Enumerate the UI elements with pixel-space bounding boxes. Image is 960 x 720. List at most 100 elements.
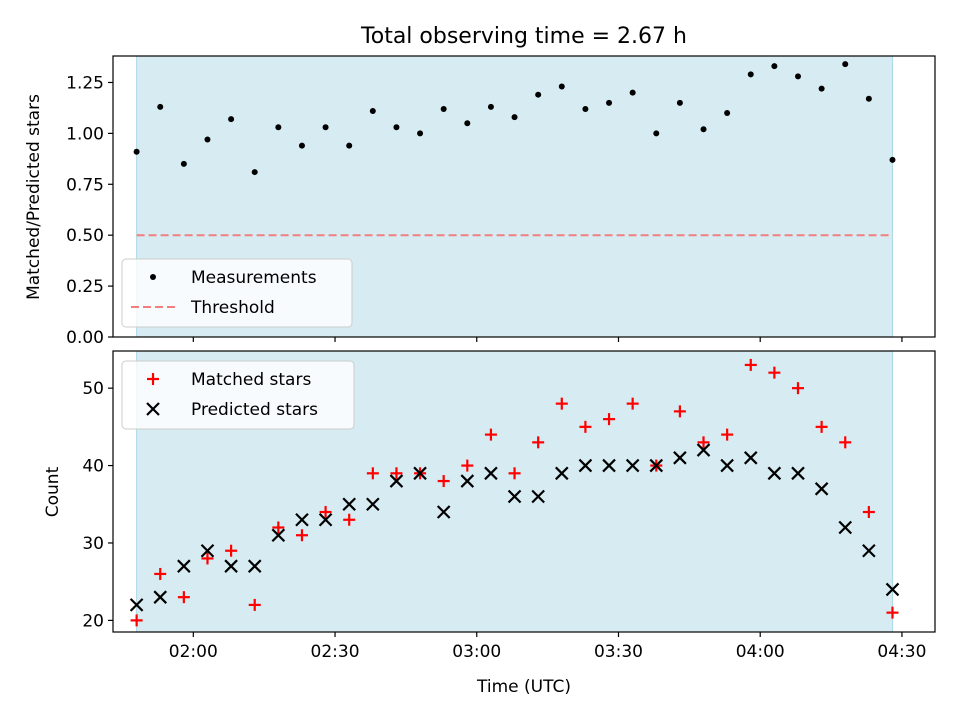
measurement-point — [275, 124, 282, 131]
predicted-star-point — [389, 474, 404, 488]
predicted-star-point — [578, 458, 593, 473]
predicted-star-point — [814, 482, 829, 496]
predicted-star-point — [247, 559, 262, 573]
legend-measurements-label: Measurements — [191, 268, 317, 288]
measurement-point — [865, 95, 872, 102]
legend-matched-marker — [147, 373, 159, 385]
measurement-point — [204, 136, 211, 143]
matched-stars-points — [130, 358, 899, 627]
measurement-point — [487, 103, 494, 110]
y-tick-label: 0.50 — [66, 226, 104, 246]
measurement-point — [629, 89, 636, 96]
measurement-point — [228, 116, 235, 123]
predicted-star-point — [200, 543, 215, 558]
predicted-star-point — [177, 559, 191, 573]
matched-star-point — [626, 397, 639, 410]
measurement-point — [889, 156, 896, 163]
x-tick-label: 02:30 — [311, 642, 360, 662]
measurement-point — [747, 71, 754, 78]
matched-star-point — [862, 506, 875, 519]
legend-measurements-marker — [150, 274, 156, 280]
measurement-point — [535, 91, 542, 98]
matched-star-point — [319, 506, 332, 519]
matched-star-point — [390, 467, 403, 480]
y-tick-label: 1.00 — [66, 124, 104, 144]
predicted-star-point — [720, 458, 734, 473]
predicted-star-point — [342, 497, 356, 512]
top-x-ticks — [192, 337, 903, 342]
predicted-star-point — [366, 497, 380, 512]
predicted-star-point — [555, 466, 569, 481]
y-tick-label: 20 — [82, 611, 104, 631]
predicted-star-point — [507, 489, 522, 504]
predicted-star-point — [649, 458, 664, 473]
measurement-points — [133, 61, 896, 176]
matched-star-point — [177, 591, 190, 604]
y-tick-label: 0.25 — [66, 277, 104, 297]
matched-star-point — [768, 366, 781, 379]
matched-star-point — [201, 552, 214, 565]
predicted-star-point — [436, 505, 451, 519]
legend-matched-label: Matched stars — [191, 370, 311, 390]
x-tick-label: 02:00 — [169, 642, 218, 662]
predicted-star-point — [862, 543, 876, 558]
y-tick-label: 40 — [82, 457, 104, 477]
measurement-point — [346, 142, 353, 149]
measurement-point — [676, 99, 683, 106]
matched-star-point — [792, 382, 804, 395]
matched-star-point — [839, 436, 852, 449]
measurement-point — [700, 126, 707, 133]
matched-star-point — [225, 544, 238, 557]
matched-star-point — [437, 475, 450, 488]
y-tick-label: 0.75 — [66, 175, 104, 195]
measurement-point — [440, 105, 447, 112]
top-y-ticks: 0.00 0.25 0.50 0.75 1.00 1.25 — [66, 73, 113, 348]
matched-star-point — [508, 467, 521, 480]
y-tick-label: 1.25 — [66, 73, 104, 93]
predicted-star-point — [838, 520, 853, 535]
measurement-point — [842, 61, 849, 68]
legend-predicted-marker — [146, 402, 160, 416]
predicted-star-point — [271, 528, 286, 543]
y-tick-label: 30 — [82, 534, 104, 554]
measurement-point — [653, 130, 660, 137]
predicted-star-point — [460, 474, 475, 488]
matched-star-point — [886, 606, 899, 619]
predicted-star-point — [767, 466, 782, 481]
measurement-point — [322, 124, 329, 131]
matched-star-point — [248, 598, 261, 611]
bottom-axes-frame — [112, 350, 936, 633]
matched-star-point — [579, 420, 592, 433]
matched-star-point — [461, 459, 474, 472]
bottom-y-ticks: 20 30 40 50 — [82, 379, 113, 631]
y-tick-label: 50 — [82, 379, 104, 399]
measurement-point — [417, 130, 424, 137]
matched-star-point — [815, 420, 828, 433]
bottom-legend-box — [121, 360, 355, 430]
measurement-point — [369, 107, 376, 114]
measurement-point — [795, 73, 801, 80]
measurement-point — [558, 83, 565, 90]
matched-star-point — [295, 529, 308, 542]
predicted-star-point — [696, 443, 711, 457]
matched-star-point — [697, 436, 710, 449]
predicted-star-point — [484, 466, 498, 481]
measurement-point — [251, 169, 258, 176]
matched-star-point — [130, 614, 143, 627]
bottom-x-ticks: 02:00 02:30 03:00 03:30 04:00 04:30 — [169, 632, 926, 662]
x-axis-label: Time (UTC) — [476, 677, 571, 697]
matched-star-point — [343, 513, 356, 526]
x-tick-label: 03:00 — [452, 642, 501, 662]
legend-predicted-label: Predicted stars — [191, 400, 318, 420]
bottom-y-axis-label: Count — [43, 466, 63, 517]
predicted-star-point — [413, 466, 427, 481]
matched-star-point — [154, 567, 167, 580]
measurement-point — [133, 148, 140, 155]
matched-star-point — [721, 428, 734, 441]
predicted-star-point — [602, 458, 616, 473]
predicted-star-point — [129, 598, 144, 612]
top-panel: 0.00 0.25 0.50 0.75 1.00 1.25 Matched/Predict… — [24, 55, 936, 348]
measurement-point — [298, 142, 305, 149]
predicted-star-point — [885, 582, 900, 597]
legend-threshold-label: Threshold — [190, 298, 275, 318]
